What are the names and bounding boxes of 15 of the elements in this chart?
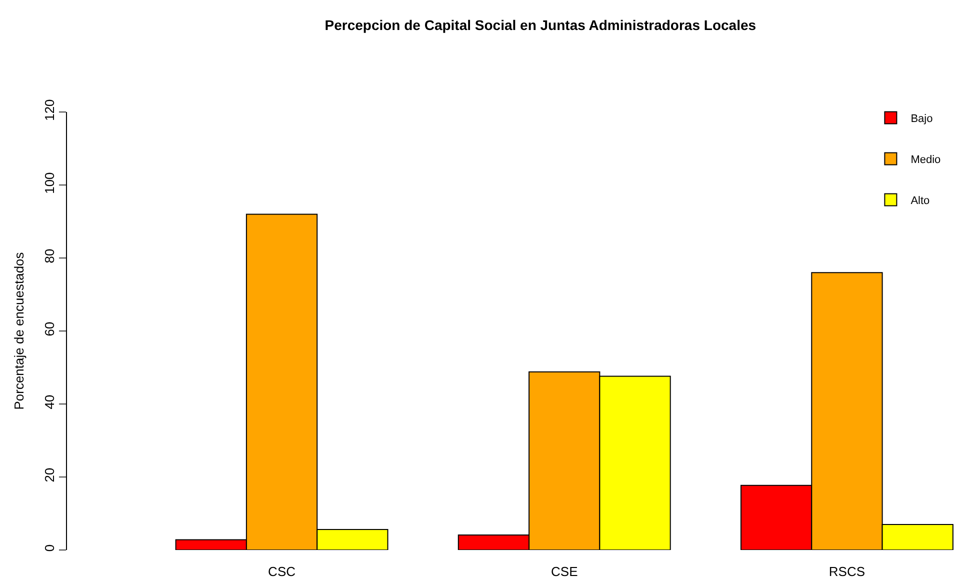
legend-label: Medio [910,154,941,166]
x-tick-label: RSCS [828,564,866,579]
y-tick-label: 0 [42,544,57,552]
chart-title: Percepcion de Capital Social en Juntas Administradoras Locales [324,17,756,34]
y-tick-label: 20 [42,468,57,482]
y-axis-title: Porcentaje de encuestados [12,252,27,410]
y-tick-label: 40 [42,394,57,410]
legend-label: Alto [910,195,930,208]
legend-label: Bajo [910,113,933,126]
y-tick-label: 120 [42,99,57,121]
x-tick-label: CSE [551,564,578,579]
y-tick-label: 100 [42,172,57,194]
x-tick-label: CSC [268,564,296,579]
y-tick-label: 80 [42,248,57,264]
y-tick-label: 60 [42,322,57,336]
